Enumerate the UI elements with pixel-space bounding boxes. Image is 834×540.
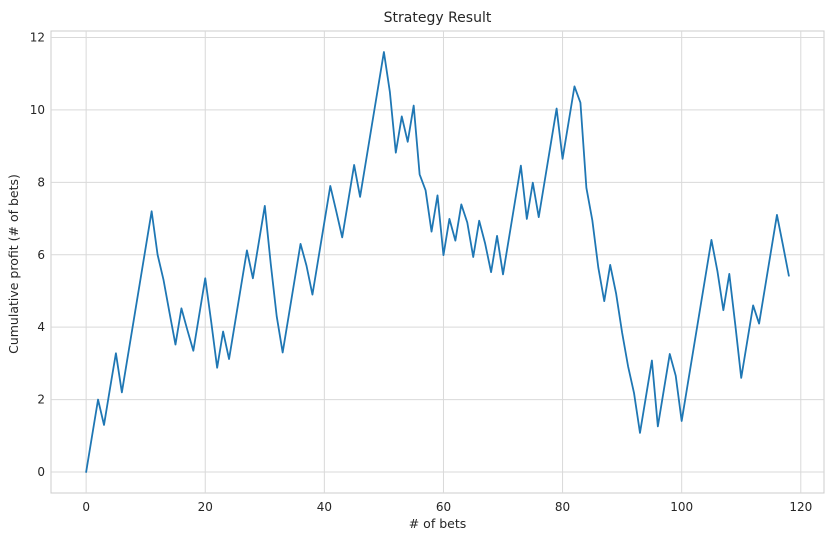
y-tick-label: 2 xyxy=(37,393,45,407)
plot-background xyxy=(51,31,824,493)
x-tick-label: 0 xyxy=(82,500,90,514)
x-tick-label: 20 xyxy=(198,500,213,514)
y-axis-label: Cumulative profit (# of bets) xyxy=(6,174,21,354)
x-axis-ticks: 0 20 40 60 80 100 120 xyxy=(82,500,812,514)
chart-title: Strategy Result xyxy=(384,10,492,26)
y-axis-ticks: 0 2 4 6 8 10 12 xyxy=(30,31,45,479)
y-tick-label: 8 xyxy=(37,175,45,189)
x-tick-label: 40 xyxy=(317,500,332,514)
y-tick-label: 10 xyxy=(30,103,45,117)
plot-area xyxy=(50,30,825,494)
x-tick-label: 100 xyxy=(670,500,693,514)
x-tick-label: 60 xyxy=(436,500,451,514)
series-line xyxy=(85,51,790,473)
x-tick-label: 120 xyxy=(789,500,812,514)
y-tick-label: 12 xyxy=(30,31,45,45)
y-tick-label: 4 xyxy=(37,320,45,334)
y-tick-label: 0 xyxy=(37,465,45,479)
y-tick-label: 6 xyxy=(37,248,45,262)
plot-frame xyxy=(50,30,825,494)
x-tick-label: 80 xyxy=(555,500,570,514)
series-group xyxy=(85,51,790,473)
x-axis-label: # of bets xyxy=(409,516,467,531)
